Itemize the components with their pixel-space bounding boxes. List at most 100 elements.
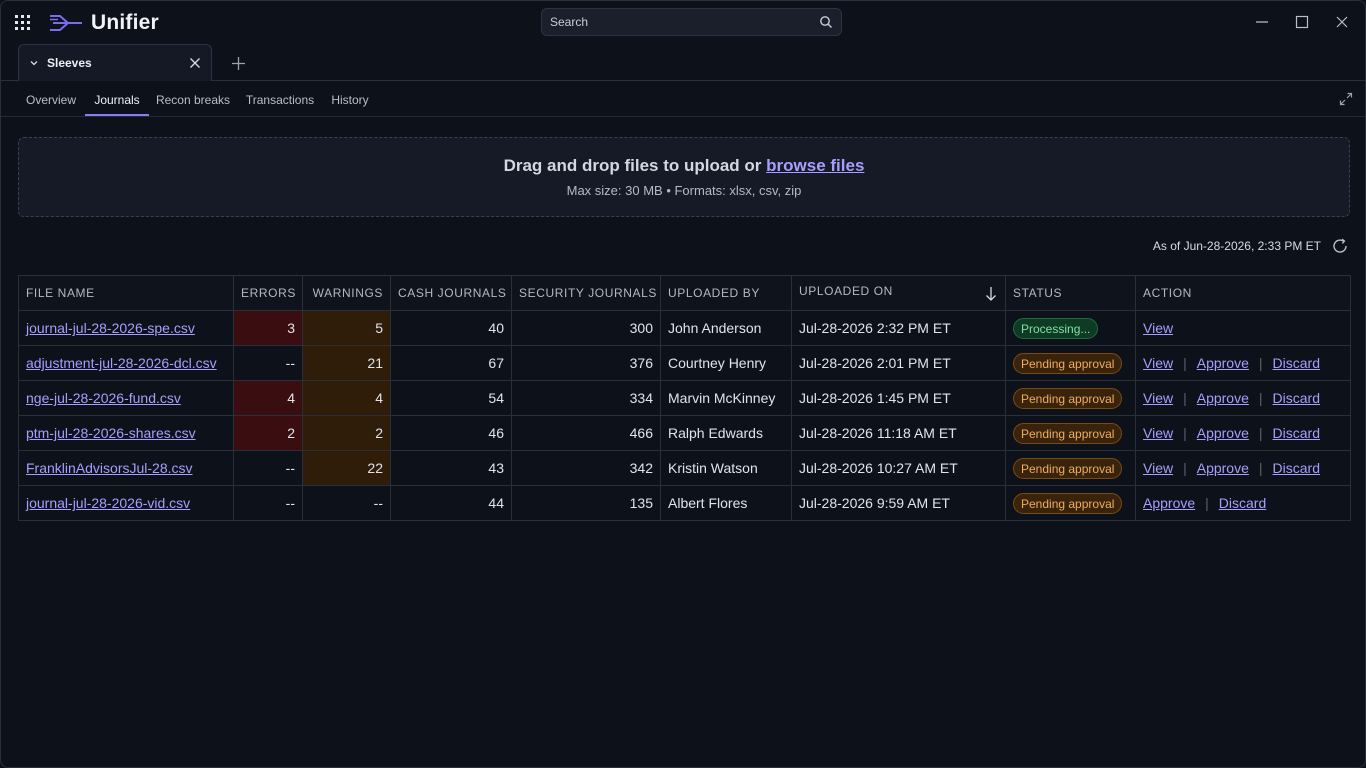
- file-name-link[interactable]: FranklinAdvisorsJul-28.csv: [26, 460, 193, 476]
- unifier-logo-icon: [50, 15, 82, 31]
- chevron-down-icon[interactable]: [29, 58, 39, 68]
- column-header-file-name[interactable]: FILE NAME: [18, 275, 234, 311]
- column-header-status[interactable]: STATUS: [1005, 275, 1136, 311]
- security-journals-cell: 342: [511, 450, 661, 486]
- close-tab-icon[interactable]: [189, 57, 201, 69]
- tab-sleeves[interactable]: Sleeves: [18, 44, 212, 81]
- tab-overview[interactable]: Overview: [25, 93, 76, 107]
- column-header-cash-journals[interactable]: CASH JOURNALS: [390, 275, 512, 311]
- column-header-uploaded-by[interactable]: UPLOADED BY: [660, 275, 792, 311]
- tab-history[interactable]: History: [331, 93, 369, 107]
- as-of-timestamp: As of Jun-28-2026, 2:33 PM ET: [1152, 239, 1321, 253]
- status-badge: Pending approval: [1013, 352, 1123, 374]
- errors-cell: 2: [233, 415, 303, 451]
- action-cell: View | Approve | Discard: [1135, 415, 1351, 451]
- column-header-security-journals[interactable]: SECURITY JOURNALS: [511, 275, 661, 311]
- app-grid-icon[interactable]: [15, 15, 31, 31]
- cash-journals-cell: 43: [390, 450, 512, 486]
- cash-journals-cell: 46: [390, 415, 512, 451]
- approve-link[interactable]: Approve: [1196, 355, 1249, 371]
- browse-files-link[interactable]: browse files: [766, 156, 865, 175]
- refresh-icon[interactable]: [1331, 237, 1349, 255]
- uploaded-by-cell: John Anderson: [660, 310, 792, 346]
- tab-transactions[interactable]: Transactions: [245, 93, 315, 107]
- status-badge: Processing...: [1013, 317, 1099, 339]
- status-cell: Pending approval: [1005, 485, 1136, 521]
- action-cell: View | Approve | Discard: [1135, 450, 1351, 486]
- search-icon[interactable]: [819, 15, 833, 29]
- file-name-link[interactable]: journal-jul-28-2026-spe.csv: [26, 320, 195, 336]
- uploaded-on-label: UPLOADED ON: [799, 283, 893, 298]
- action-separator: |: [1258, 390, 1263, 406]
- action-cell: View | Approve | Discard: [1135, 345, 1351, 381]
- view-link[interactable]: View: [1143, 460, 1174, 476]
- action-cell: View: [1135, 310, 1351, 346]
- column-header-warnings[interactable]: WARNINGS: [302, 275, 391, 311]
- upload-dropzone[interactable]: Drag and drop files to upload or browse …: [18, 137, 1350, 217]
- uploaded-by-cell: Courtney Henry: [660, 345, 792, 381]
- status-badge: Pending approval: [1013, 492, 1123, 514]
- view-link[interactable]: View: [1143, 320, 1174, 336]
- view-link[interactable]: View: [1143, 425, 1174, 441]
- uploaded-on-cell: Jul-28-2026 10:27 AM ET: [791, 450, 1006, 486]
- upload-prompt: Drag and drop files to upload or browse …: [503, 156, 865, 175]
- action-separator: |: [1183, 390, 1187, 406]
- tab-journals[interactable]: Journals: [85, 81, 149, 116]
- cash-journals-cell: 40: [390, 310, 512, 346]
- column-header-action: ACTION: [1135, 275, 1351, 311]
- security-journals-cell: 376: [511, 345, 661, 381]
- uploaded-on-cell: Jul-28-2026 1:45 PM ET: [791, 380, 1006, 416]
- uploaded-by-cell: Albert Flores: [660, 485, 792, 521]
- security-journals-cell: 334: [511, 380, 661, 416]
- view-link[interactable]: View: [1143, 355, 1174, 371]
- file-name-link[interactable]: adjustment-jul-28-2026-dcl.csv: [26, 355, 217, 371]
- discard-link[interactable]: Discard: [1272, 355, 1320, 371]
- table-header-row: FILE NAME ERRORS WARNINGS CASH JOURNALS …: [18, 275, 1351, 311]
- column-header-errors[interactable]: ERRORS: [233, 275, 303, 311]
- status-cell: Pending approval: [1005, 415, 1136, 451]
- add-tab-icon[interactable]: [231, 56, 246, 71]
- uploaded-on-cell: Jul-28-2026 11:18 AM ET: [791, 415, 1006, 451]
- action-separator: |: [1258, 425, 1263, 441]
- action-separator: |: [1183, 355, 1187, 371]
- approve-link[interactable]: Approve: [1143, 495, 1196, 511]
- sort-descending-icon[interactable]: [984, 285, 998, 303]
- discard-link[interactable]: Discard: [1272, 460, 1320, 476]
- warnings-cell: 5: [302, 310, 391, 346]
- warnings-cell: 21: [302, 345, 391, 381]
- cash-journals-cell: 54: [390, 380, 512, 416]
- minimize-icon[interactable]: [1253, 13, 1271, 31]
- table-row: journal-jul-28-2026-spe.csv 3 5 40 300 J…: [18, 310, 1351, 346]
- close-window-icon[interactable]: [1333, 13, 1351, 31]
- view-link[interactable]: View: [1143, 390, 1174, 406]
- discard-link[interactable]: Discard: [1272, 390, 1320, 406]
- status-cell: Processing...: [1005, 310, 1136, 346]
- approve-link[interactable]: Approve: [1196, 390, 1249, 406]
- status-cell: Pending approval: [1005, 380, 1136, 416]
- search-bar[interactable]: [541, 8, 842, 36]
- file-name-link[interactable]: journal-jul-28-2026-vid.csv: [26, 495, 191, 511]
- tab-recon-breaks[interactable]: Recon breaks: [155, 93, 231, 107]
- status-badge: Pending approval: [1013, 387, 1123, 409]
- action-separator: |: [1205, 495, 1209, 511]
- status-cell: Pending approval: [1005, 450, 1136, 486]
- uploaded-on-cell: Jul-28-2026 2:01 PM ET: [791, 345, 1006, 381]
- approve-link[interactable]: Approve: [1196, 425, 1249, 441]
- upload-limits: Max size: 30 MB • Formats: xlsx, csv, zi…: [566, 183, 802, 198]
- approve-link[interactable]: Approve: [1196, 460, 1249, 476]
- file-name-link[interactable]: ptm-jul-28-2026-shares.csv: [26, 425, 196, 441]
- warnings-cell: 2: [302, 415, 391, 451]
- status-badge: Pending approval: [1013, 457, 1123, 479]
- uploaded-on-cell: Jul-28-2026 2:32 PM ET: [791, 310, 1006, 346]
- status-cell: Pending approval: [1005, 345, 1136, 381]
- column-header-uploaded-on[interactable]: UPLOADED ON: [791, 275, 1006, 311]
- discard-link[interactable]: Discard: [1218, 495, 1267, 511]
- errors-cell: --: [233, 485, 303, 521]
- maximize-icon[interactable]: [1293, 13, 1311, 31]
- search-input[interactable]: [550, 15, 819, 29]
- discard-link[interactable]: Discard: [1272, 425, 1320, 441]
- file-name-link[interactable]: nge-jul-28-2026-fund.csv: [26, 390, 181, 406]
- title-bar: Unifier: [1, 1, 1365, 43]
- expand-icon[interactable]: [1339, 92, 1353, 106]
- uploaded-by-cell: Ralph Edwards: [660, 415, 792, 451]
